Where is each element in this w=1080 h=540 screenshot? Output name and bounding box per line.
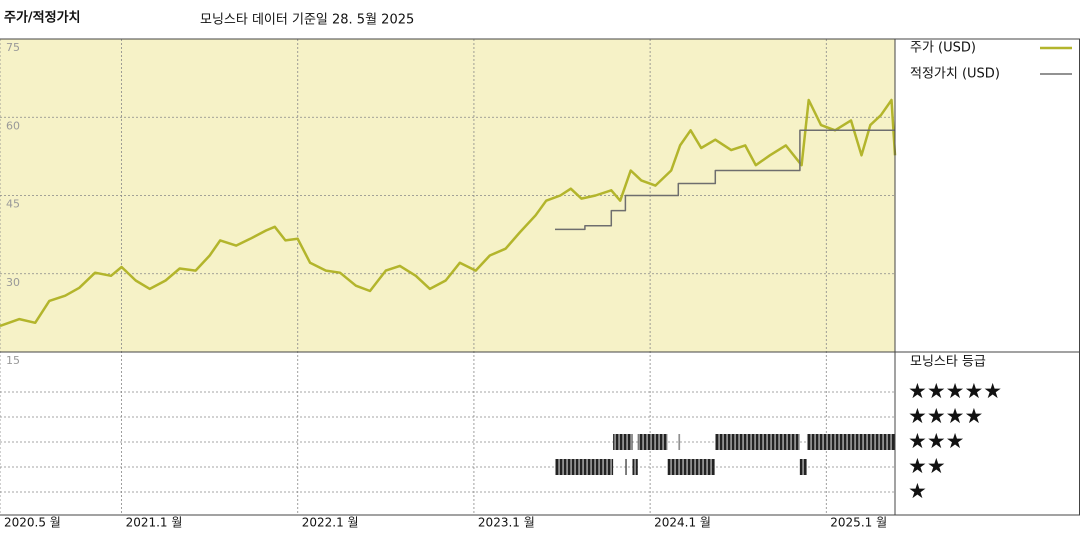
rating-bar: [806, 434, 895, 450]
rating-bar: [715, 434, 800, 450]
rating-label: ★★: [908, 454, 946, 478]
rating-bar: [632, 459, 638, 475]
rating-label: ★★★★: [908, 404, 983, 428]
rating-label: ★: [908, 479, 927, 503]
rating-bar: [637, 434, 668, 450]
rating-bar: [554, 459, 614, 475]
legend-label: 주가 (USD): [910, 41, 976, 56]
x-tick-label: 2022.1 월: [302, 516, 359, 530]
x-tick-label: 2020.5 월: [4, 516, 61, 530]
series-line: [555, 129, 895, 231]
x-tick-label: 2024.1 월: [654, 516, 711, 530]
y-tick-label: 15: [6, 354, 20, 367]
y-tick-label: 75: [6, 41, 20, 54]
y-tick-label: 60: [6, 119, 20, 132]
x-tick-label: 2025.1 월: [830, 516, 887, 530]
rating-bar: [667, 459, 716, 475]
rating-bar: [678, 434, 681, 450]
x-tick-label: 2021.1 월: [126, 516, 183, 530]
series-line: [0, 98, 897, 328]
rating-label: ★★★★★: [908, 379, 1002, 403]
rating-bar: [613, 434, 633, 450]
y-tick-label: 30: [6, 276, 20, 289]
y-tick-label: 45: [6, 198, 20, 211]
legend-label: 적정가치 (USD): [910, 67, 1000, 82]
chart-title: 주가/적정가치: [4, 10, 81, 26]
chart-subtitle: 모닝스타 데이터 기준일 28. 5월 2025: [200, 13, 414, 28]
rating-bar: [625, 459, 628, 475]
ratings-title: 모닝스타 등급: [910, 355, 986, 370]
rating-bar: [799, 459, 807, 475]
rating-label: ★★★: [908, 429, 964, 453]
x-tick-label: 2023.1 월: [478, 516, 535, 530]
